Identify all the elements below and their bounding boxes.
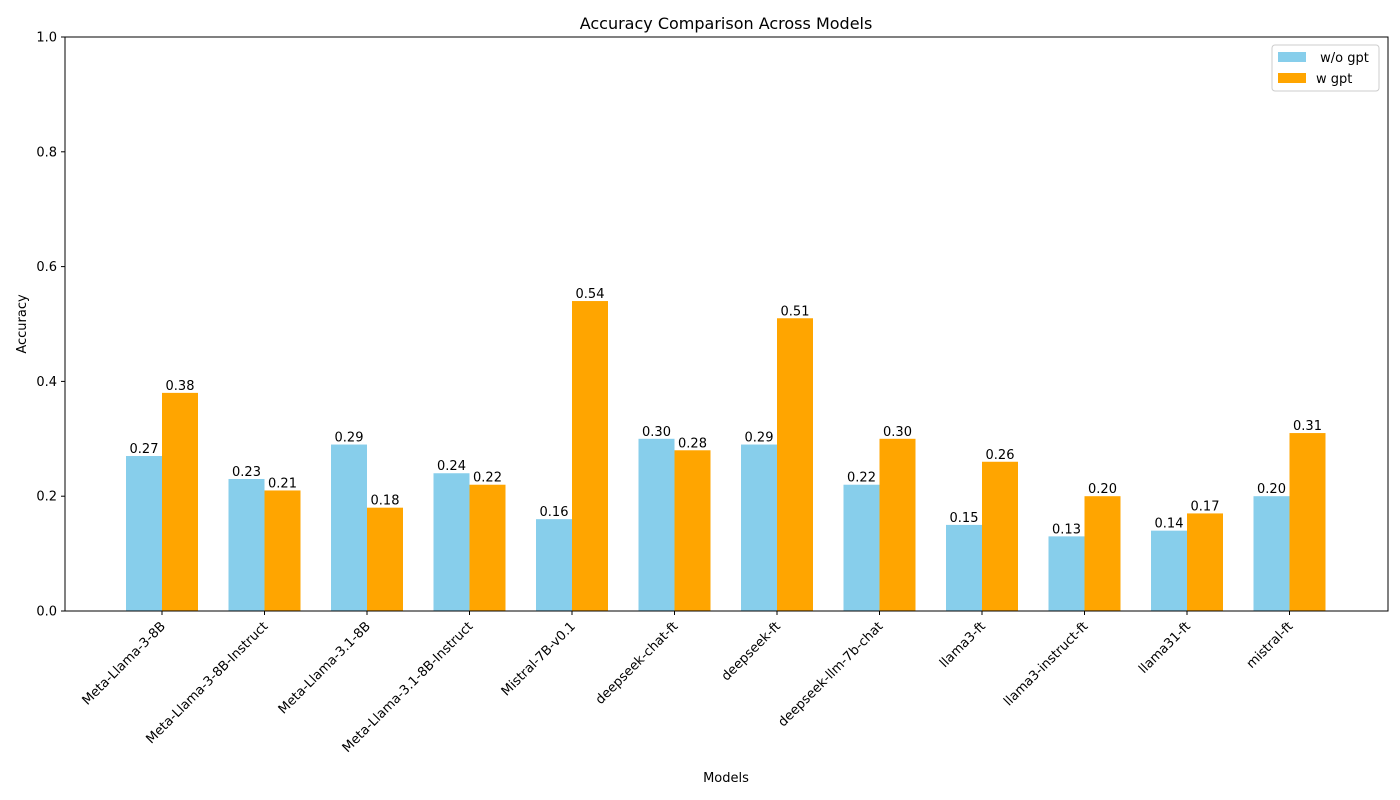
data-label: 0.51	[781, 304, 810, 319]
x-tick-label: deepseek-llm-7b-chat	[776, 619, 887, 730]
legend-label: w/o gpt	[1316, 51, 1369, 66]
x-axis-title: Models	[703, 771, 749, 786]
y-tick-label: 0.4	[36, 375, 57, 390]
bar-with-gpt	[777, 318, 813, 611]
legend-label: w gpt	[1316, 72, 1352, 87]
y-tick-label: 0.0	[36, 605, 57, 620]
bar-with-gpt	[674, 450, 711, 611]
legend-swatch	[1278, 73, 1306, 83]
data-label: 0.22	[473, 471, 502, 486]
x-tick-label: llama3-instruct-ft	[1001, 619, 1091, 709]
data-label: 0.24	[437, 459, 466, 474]
data-label: 0.16	[540, 505, 569, 520]
bar-without-gpt	[536, 519, 572, 611]
bar-with-gpt	[572, 301, 608, 611]
data-label: 0.20	[1257, 482, 1286, 497]
bar-with-gpt	[162, 392, 198, 611]
data-label: 0.29	[335, 431, 364, 446]
y-axis-title: Accuracy	[15, 294, 30, 354]
bar-without-gpt	[1253, 496, 1290, 611]
data-label: 0.26	[986, 448, 1015, 463]
chart-title: Accuracy Comparison Across Models	[580, 14, 873, 33]
bar-without-gpt	[433, 473, 470, 611]
data-label: 0.27	[130, 442, 159, 457]
y-tick-label: 0.6	[36, 260, 57, 275]
bar-without-gpt	[1151, 530, 1187, 611]
data-label: 0.15	[950, 511, 979, 526]
y-tick-label: 0.8	[36, 145, 57, 160]
bar-without-gpt	[638, 438, 675, 611]
legend-swatch	[1278, 52, 1306, 62]
data-label: 0.29	[745, 431, 774, 446]
bar-without-gpt	[126, 456, 162, 611]
bar-with-gpt	[1084, 496, 1121, 611]
bar-with-gpt	[1187, 513, 1223, 611]
data-label: 0.23	[232, 465, 261, 480]
data-label: 0.30	[642, 425, 671, 440]
x-tick-label: deepseek-chat-ft	[593, 619, 681, 707]
data-label: 0.30	[883, 425, 912, 440]
bar-without-gpt	[1048, 536, 1085, 611]
bar-with-gpt	[982, 461, 1018, 611]
data-label: 0.13	[1052, 522, 1081, 537]
data-label: 0.21	[268, 476, 297, 491]
bar-with-gpt	[1289, 433, 1326, 611]
data-label: 0.20	[1088, 482, 1117, 497]
x-tick-label: llama3-ft	[937, 619, 989, 671]
bar-without-gpt	[741, 444, 777, 611]
x-tick-label: Meta-Llama-3-8B	[80, 619, 169, 708]
bar-without-gpt	[331, 444, 367, 611]
data-label: 0.14	[1155, 517, 1184, 532]
bar-with-gpt	[879, 438, 916, 611]
x-tick-label: Mistral-7B-v0.1	[499, 619, 579, 699]
data-label: 0.28	[678, 436, 707, 451]
plot-frame	[64, 36, 1389, 612]
x-tick-label: Meta-Llama-3-8B-Instruct	[144, 619, 272, 747]
bar-with-gpt	[264, 490, 301, 611]
bar-with-gpt	[367, 507, 403, 611]
bar-without-gpt	[228, 478, 265, 611]
y-tick-label: 1.0	[36, 31, 57, 46]
data-label: 0.54	[576, 287, 605, 302]
x-tick-label: mistral-ft	[1244, 619, 1296, 671]
plot-area: 0.27 0.23 0.29 0.24 0.16 0.30 0.29 0.22 0.15 0.13…	[36, 31, 1389, 756]
data-label: 0.17	[1191, 499, 1220, 514]
data-label: 0.22	[847, 471, 876, 486]
bar-with-gpt	[469, 484, 506, 611]
legend: w/o gpt w gpt	[1271, 44, 1380, 92]
x-tick-label: llama31-ft	[1136, 619, 1194, 677]
bar-without-gpt	[946, 524, 982, 611]
data-label: 0.31	[1293, 419, 1322, 434]
x-tick-label: Meta-Llama-3.1-8B	[276, 619, 374, 717]
y-tick-label: 0.2	[36, 490, 57, 505]
bar-without-gpt	[843, 484, 880, 611]
data-label: 0.18	[371, 494, 400, 509]
x-tick-label: deepseek-ft	[719, 619, 784, 684]
data-label: 0.38	[166, 379, 195, 394]
